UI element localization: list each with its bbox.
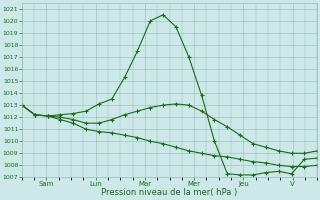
X-axis label: Pression niveau de la mer( hPa ): Pression niveau de la mer( hPa ): [101, 188, 238, 197]
